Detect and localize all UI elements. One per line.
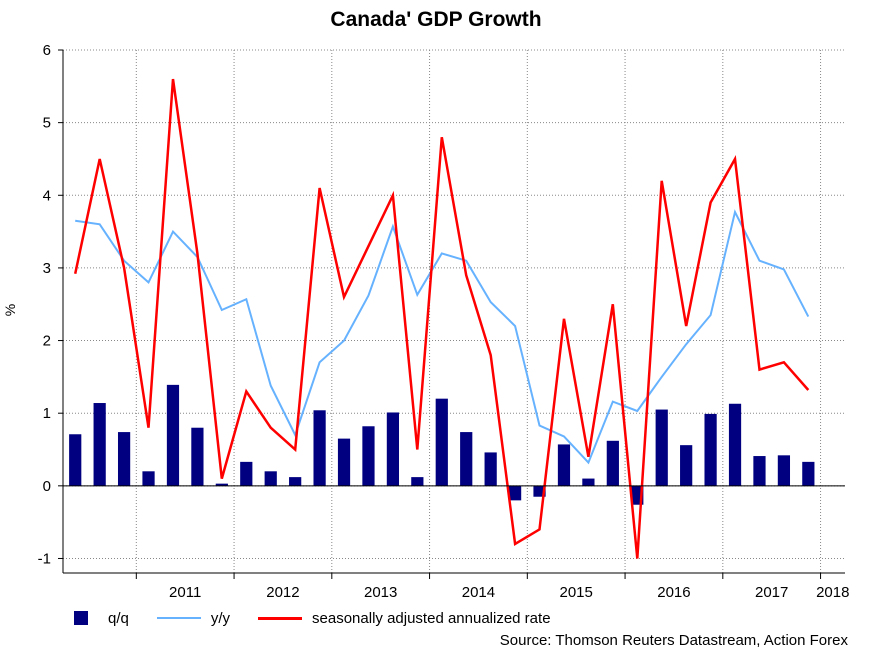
y-tick-label: 0 (43, 478, 51, 495)
qq-bar (777, 455, 791, 486)
x-tick-label: 2012 (266, 584, 299, 601)
qq-bars (69, 384, 815, 505)
qq-bar (484, 452, 497, 486)
legend-label-yy: y/y (210, 609, 231, 627)
qq-bar (93, 403, 106, 486)
qq-bar (166, 384, 180, 486)
x-tick-label: 2013 (364, 584, 397, 601)
qq-bar (704, 413, 717, 486)
qq-bar (435, 398, 448, 486)
qq-bar (337, 438, 351, 486)
qq-bar (264, 471, 277, 486)
y-tick-label: 1 (43, 405, 51, 422)
chart-title: Canada' GDP Growth (330, 8, 542, 31)
qq-bar (362, 426, 375, 486)
legend-item-qq: q/q (74, 610, 129, 627)
qq-bar (117, 432, 131, 486)
legend-label-qq: q/q (108, 609, 129, 627)
legend-swatch-yy (156, 617, 201, 619)
qq-bar (191, 427, 204, 486)
qq-bar (289, 477, 302, 486)
x-tick-label: 2016 (657, 584, 690, 601)
y-tick-label: 6 (43, 42, 51, 59)
qq-bar (240, 461, 253, 486)
legend-label-saar: seasonally adjusted annualized rate (312, 609, 551, 627)
x-tick-label: 2018 (816, 584, 849, 601)
qq-bar (582, 478, 595, 486)
saar-line (73, 78, 810, 559)
legend-item-saar: seasonally adjusted annualized rate (258, 610, 551, 627)
y-tick-label: 5 (43, 115, 51, 132)
qq-bar (386, 412, 400, 486)
legend-item-yy: y/y (156, 609, 231, 627)
qq-bar (313, 410, 326, 486)
y-tick-label: 2 (43, 333, 51, 350)
x-tick-label: 2011 (169, 584, 201, 601)
qq-bar (460, 432, 473, 486)
y-tick-label: 3 (43, 260, 51, 277)
qq-bar (215, 483, 228, 486)
qq-bar (802, 461, 815, 486)
qq-bar (508, 485, 522, 501)
qq-bar (142, 471, 155, 486)
qq-bar (411, 477, 424, 486)
qq-bar (728, 403, 742, 486)
qq-bar (557, 444, 571, 486)
source-note: Source: Thomson Reuters Datastream, Acti… (499, 632, 848, 649)
qq-bar (69, 434, 82, 486)
qq-bar (606, 440, 619, 486)
y-tick-label: 4 (43, 187, 51, 204)
qq-bar (533, 485, 546, 497)
x-tick-label: 2014 (462, 584, 495, 601)
qq-bar (655, 409, 668, 486)
legend-swatch-qq (74, 611, 88, 625)
qq-bar (753, 456, 766, 486)
y-axis-label: % (2, 303, 19, 317)
y-tick-label: -1 (38, 550, 51, 567)
x-tick-label: 2015 (560, 584, 593, 601)
series-lines (73, 78, 810, 559)
qq-bar (680, 445, 693, 486)
x-tick-label: 2017 (755, 584, 788, 601)
legend: q/q y/y seasonally adjusted annualized r… (74, 607, 579, 629)
legend-swatch-saar (258, 616, 303, 620)
axes: -1 0 1 2 3 4 5 6 2011 2012 2013 2014 2015 2016 2017 201… (38, 42, 850, 601)
